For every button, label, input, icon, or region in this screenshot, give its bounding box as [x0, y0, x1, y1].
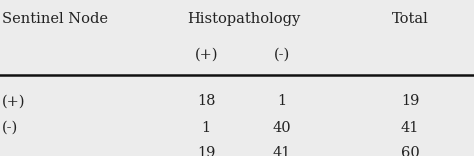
Text: 19: 19 [401, 94, 419, 108]
Text: 18: 18 [197, 94, 216, 108]
Text: 1: 1 [277, 94, 287, 108]
Text: (-): (-) [2, 121, 18, 135]
Text: 1: 1 [201, 121, 211, 135]
Text: 60: 60 [401, 146, 419, 156]
Text: (+): (+) [194, 48, 218, 62]
Text: 19: 19 [197, 146, 215, 156]
Text: (+): (+) [2, 94, 26, 108]
Text: 40: 40 [273, 121, 292, 135]
Text: 41: 41 [401, 121, 419, 135]
Text: 41: 41 [273, 146, 291, 156]
Text: (-): (-) [274, 48, 290, 62]
Text: Total: Total [392, 12, 428, 26]
Text: Histopathology: Histopathology [188, 12, 301, 26]
Text: Sentinel Node: Sentinel Node [2, 12, 109, 26]
